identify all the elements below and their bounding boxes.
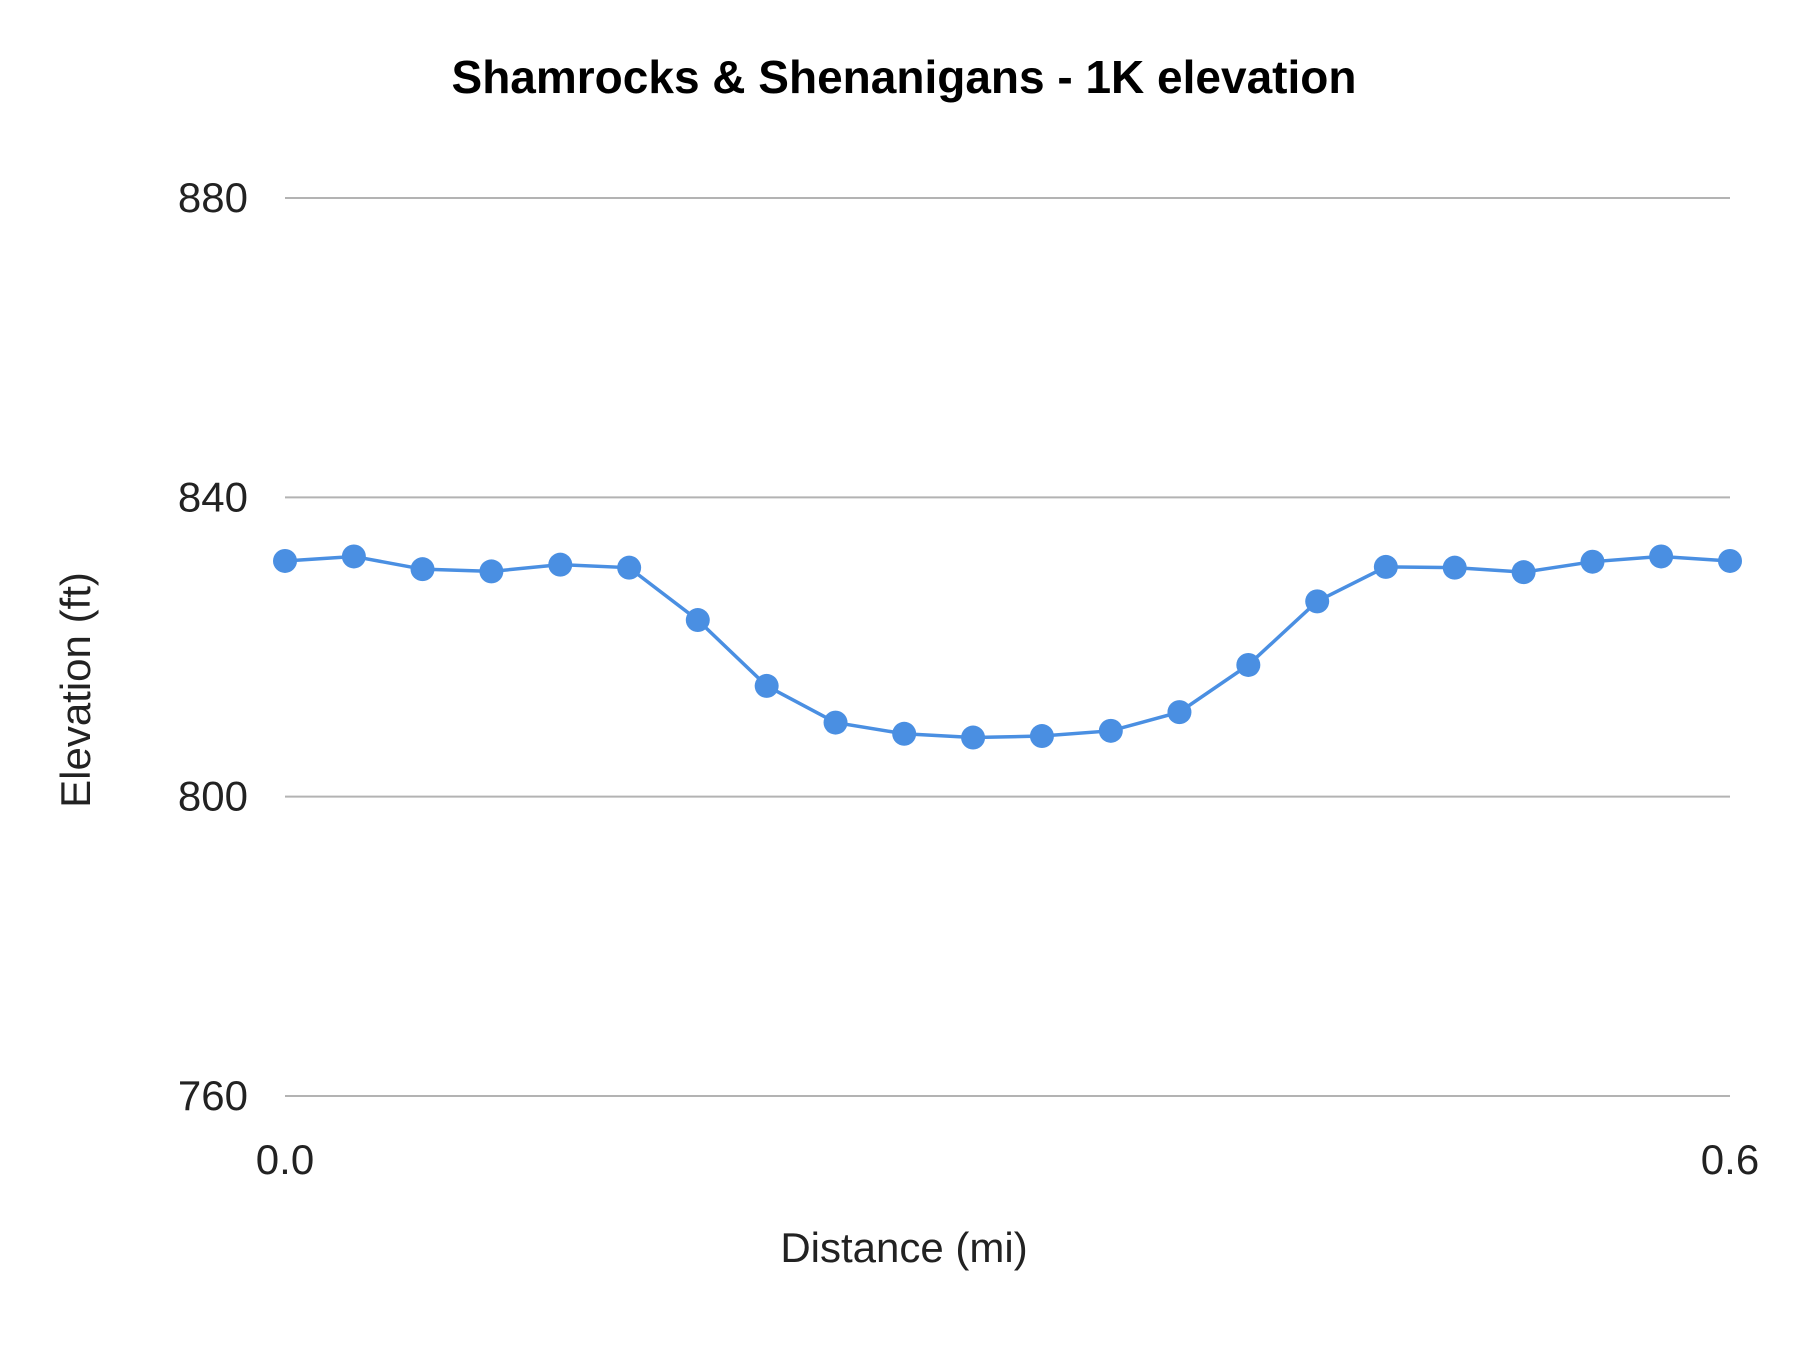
data-point <box>1029 724 1054 749</box>
data-point <box>892 721 917 746</box>
data-point <box>1098 718 1123 743</box>
data-point <box>479 559 504 584</box>
data-point <box>273 548 297 573</box>
data-point <box>1718 548 1742 573</box>
data-point <box>410 557 435 582</box>
elevation-series <box>273 544 1742 750</box>
y-tick-label: 800 <box>178 773 248 820</box>
data-point <box>685 608 710 633</box>
series-line <box>284 554 1731 740</box>
y-tick-label: 760 <box>178 1072 248 1119</box>
data-point <box>1167 700 1192 725</box>
data-point <box>1305 589 1330 614</box>
data-point <box>1580 549 1605 574</box>
y-tick-label: 880 <box>178 174 248 221</box>
data-point <box>1442 555 1467 580</box>
data-point <box>617 555 642 580</box>
y-tick-label: 840 <box>178 473 248 520</box>
data-point <box>754 673 779 698</box>
data-point <box>1373 554 1398 579</box>
gridlines <box>285 197 1730 1097</box>
chart-title: Shamrocks & Shenanigans - 1K elevation <box>452 51 1357 103</box>
data-point <box>823 710 848 735</box>
data-point <box>961 725 986 750</box>
data-point <box>1511 560 1536 585</box>
data-point <box>1236 652 1261 677</box>
x-tick-label: 0.0 <box>256 1136 314 1183</box>
x-axis-title: Distance (mi) <box>780 1224 1027 1271</box>
data-point <box>548 552 573 577</box>
data-point <box>1649 544 1674 569</box>
data-point <box>341 544 366 569</box>
y-axis-title: Elevation (ft) <box>52 572 99 808</box>
x-tick-label: 0.6 <box>1701 1136 1759 1183</box>
y-tick-labels: 760 800 840 880 <box>178 174 248 1119</box>
